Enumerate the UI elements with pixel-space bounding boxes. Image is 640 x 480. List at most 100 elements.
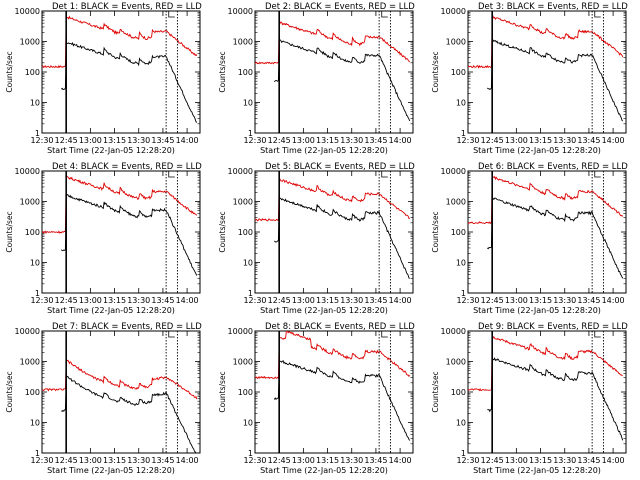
x-tick-label: 12:45 bbox=[481, 456, 504, 465]
x-tick-label: 14:00 bbox=[602, 136, 625, 145]
x-axis-label: Start Time (22-Jan-05 12:28:20) bbox=[473, 146, 601, 155]
legend-marker bbox=[594, 171, 601, 178]
detector-panel-9: Det 9: BLACK = Events, RED = LLD 1 10 100 10… bbox=[426, 320, 639, 480]
y-tick-label: 10 bbox=[30, 99, 40, 108]
lld-series-line bbox=[468, 175, 624, 225]
y-tick-label: 100 bbox=[451, 68, 466, 77]
lld-series-line bbox=[468, 15, 624, 69]
x-tick-label: 14:00 bbox=[389, 296, 412, 305]
lld-series-line bbox=[255, 331, 411, 380]
panel-svg: Det 4: BLACK = Events, RED = LLD 1 10 100 10… bbox=[5, 162, 202, 315]
y-tick-label: 100 bbox=[25, 68, 40, 77]
y-axis-label: Counts/sec bbox=[5, 51, 14, 92]
panel-title: Det 2: BLACK = Events, RED = LLD bbox=[265, 2, 415, 12]
x-axis-label: Start Time (22-Jan-05 12:28:20) bbox=[47, 306, 175, 315]
events-series-line bbox=[60, 40, 198, 123]
detector-panel-6: Det 6: BLACK = Events, RED = LLD 1 10 100 10… bbox=[426, 160, 639, 320]
y-tick-label: 10 bbox=[30, 419, 40, 428]
y-tick-label: 10000 bbox=[228, 167, 253, 176]
panel-title: Det 6: BLACK = Events, RED = LLD bbox=[478, 162, 628, 172]
detector-panel-7: Det 7: BLACK = Events, RED = LLD 1 10 100 10… bbox=[0, 320, 213, 480]
x-tick-label: 13:15 bbox=[103, 136, 126, 145]
y-tick-label: 1000 bbox=[446, 38, 466, 47]
x-tick-label: 14:00 bbox=[176, 456, 199, 465]
x-tick-label: 14:00 bbox=[389, 456, 412, 465]
x-tick-label: 13:15 bbox=[529, 296, 552, 305]
x-axis-label: Start Time (22-Jan-05 12:28:20) bbox=[473, 306, 601, 315]
y-tick-label: 10 bbox=[456, 259, 466, 268]
x-tick-label: 13:15 bbox=[103, 456, 126, 465]
y-tick-label: 10000 bbox=[15, 327, 40, 336]
x-tick-label: 13:30 bbox=[127, 296, 150, 305]
legend-marker bbox=[168, 11, 175, 18]
y-tick-label: 1 bbox=[248, 129, 253, 138]
y-tick-label: 1 bbox=[461, 129, 466, 138]
events-series-line bbox=[487, 195, 624, 279]
x-tick-label: 12:45 bbox=[55, 456, 78, 465]
y-tick-label: 1 bbox=[35, 129, 40, 138]
x-tick-label: 13:00 bbox=[505, 456, 528, 465]
x-tick-label: 13:15 bbox=[529, 456, 552, 465]
y-tick-label: 10000 bbox=[228, 7, 253, 16]
lld-series-line bbox=[255, 21, 411, 65]
x-tick-label: 13:30 bbox=[340, 456, 363, 465]
panel-svg: Det 1: BLACK = Events, RED = LLD 1 10 100 10… bbox=[5, 2, 202, 155]
x-tick-label: 12:30 bbox=[456, 136, 479, 145]
x-tick-label: 13:00 bbox=[292, 136, 315, 145]
y-tick-label: 1000 bbox=[20, 198, 40, 207]
y-axis-label: Counts/sec bbox=[218, 371, 227, 412]
x-tick-label: 12:45 bbox=[55, 296, 78, 305]
x-tick-label: 13:45 bbox=[577, 296, 600, 305]
x-tick-label: 13:30 bbox=[127, 136, 150, 145]
y-tick-label: 1000 bbox=[233, 198, 253, 207]
panel-svg: Det 5: BLACK = Events, RED = LLD 1 10 100 10… bbox=[218, 162, 415, 315]
panel-svg: Det 3: BLACK = Events, RED = LLD 1 10 100 10… bbox=[431, 2, 628, 155]
y-tick-label: 10 bbox=[456, 419, 466, 428]
x-tick-label: 13:00 bbox=[505, 136, 528, 145]
x-axis-label: Start Time (22-Jan-05 12:28:20) bbox=[47, 466, 175, 475]
x-tick-label: 13:45 bbox=[364, 456, 387, 465]
y-tick-label: 100 bbox=[238, 388, 253, 397]
x-tick-label: 14:00 bbox=[389, 136, 412, 145]
x-axis-label: Start Time (22-Jan-05 12:28:20) bbox=[473, 466, 601, 475]
y-tick-label: 1 bbox=[461, 449, 466, 458]
detector-panel-5: Det 5: BLACK = Events, RED = LLD 1 10 100 10… bbox=[213, 160, 426, 320]
panel-svg: Det 9: BLACK = Events, RED = LLD 1 10 100 10… bbox=[431, 322, 628, 475]
lld-series-line bbox=[42, 15, 198, 69]
y-tick-label: 100 bbox=[25, 228, 40, 237]
x-tick-label: 12:30 bbox=[30, 136, 53, 145]
legend-marker bbox=[381, 331, 388, 338]
y-tick-label: 10000 bbox=[228, 327, 253, 336]
x-tick-label: 13:45 bbox=[151, 296, 174, 305]
y-tick-label: 100 bbox=[451, 388, 466, 397]
y-tick-label: 10 bbox=[243, 419, 253, 428]
x-tick-label: 13:30 bbox=[340, 136, 363, 145]
legend-marker bbox=[168, 331, 175, 338]
detector-panel-8: Det 8: BLACK = Events, RED = LLD 1 10 100 10… bbox=[213, 320, 426, 480]
lld-series-line bbox=[468, 335, 624, 392]
x-tick-label: 14:00 bbox=[602, 296, 625, 305]
x-tick-label: 12:45 bbox=[268, 456, 291, 465]
y-tick-label: 100 bbox=[25, 388, 40, 397]
x-tick-label: 13:30 bbox=[340, 296, 363, 305]
y-tick-label: 100 bbox=[451, 228, 466, 237]
x-tick-label: 12:30 bbox=[243, 136, 266, 145]
x-tick-label: 13:15 bbox=[103, 296, 126, 305]
legend-marker bbox=[594, 11, 601, 18]
panel-title: Det 1: BLACK = Events, RED = LLD bbox=[52, 2, 202, 12]
x-tick-label: 13:15 bbox=[316, 456, 339, 465]
x-tick-label: 12:30 bbox=[30, 296, 53, 305]
x-tick-label: 13:45 bbox=[577, 136, 600, 145]
events-series-line bbox=[61, 375, 197, 453]
legend-marker bbox=[168, 171, 175, 178]
x-tick-label: 13:30 bbox=[553, 456, 576, 465]
y-tick-label: 10000 bbox=[15, 167, 40, 176]
events-series-line bbox=[60, 193, 198, 276]
x-tick-label: 13:30 bbox=[127, 456, 150, 465]
y-axis-label: Counts/sec bbox=[431, 371, 440, 412]
panel-svg: Det 2: BLACK = Events, RED = LLD 1 10 100 10… bbox=[218, 2, 415, 155]
events-series-line bbox=[273, 39, 411, 122]
x-axis-label: Start Time (22-Jan-05 12:28:20) bbox=[260, 466, 388, 475]
y-tick-label: 10 bbox=[243, 99, 253, 108]
